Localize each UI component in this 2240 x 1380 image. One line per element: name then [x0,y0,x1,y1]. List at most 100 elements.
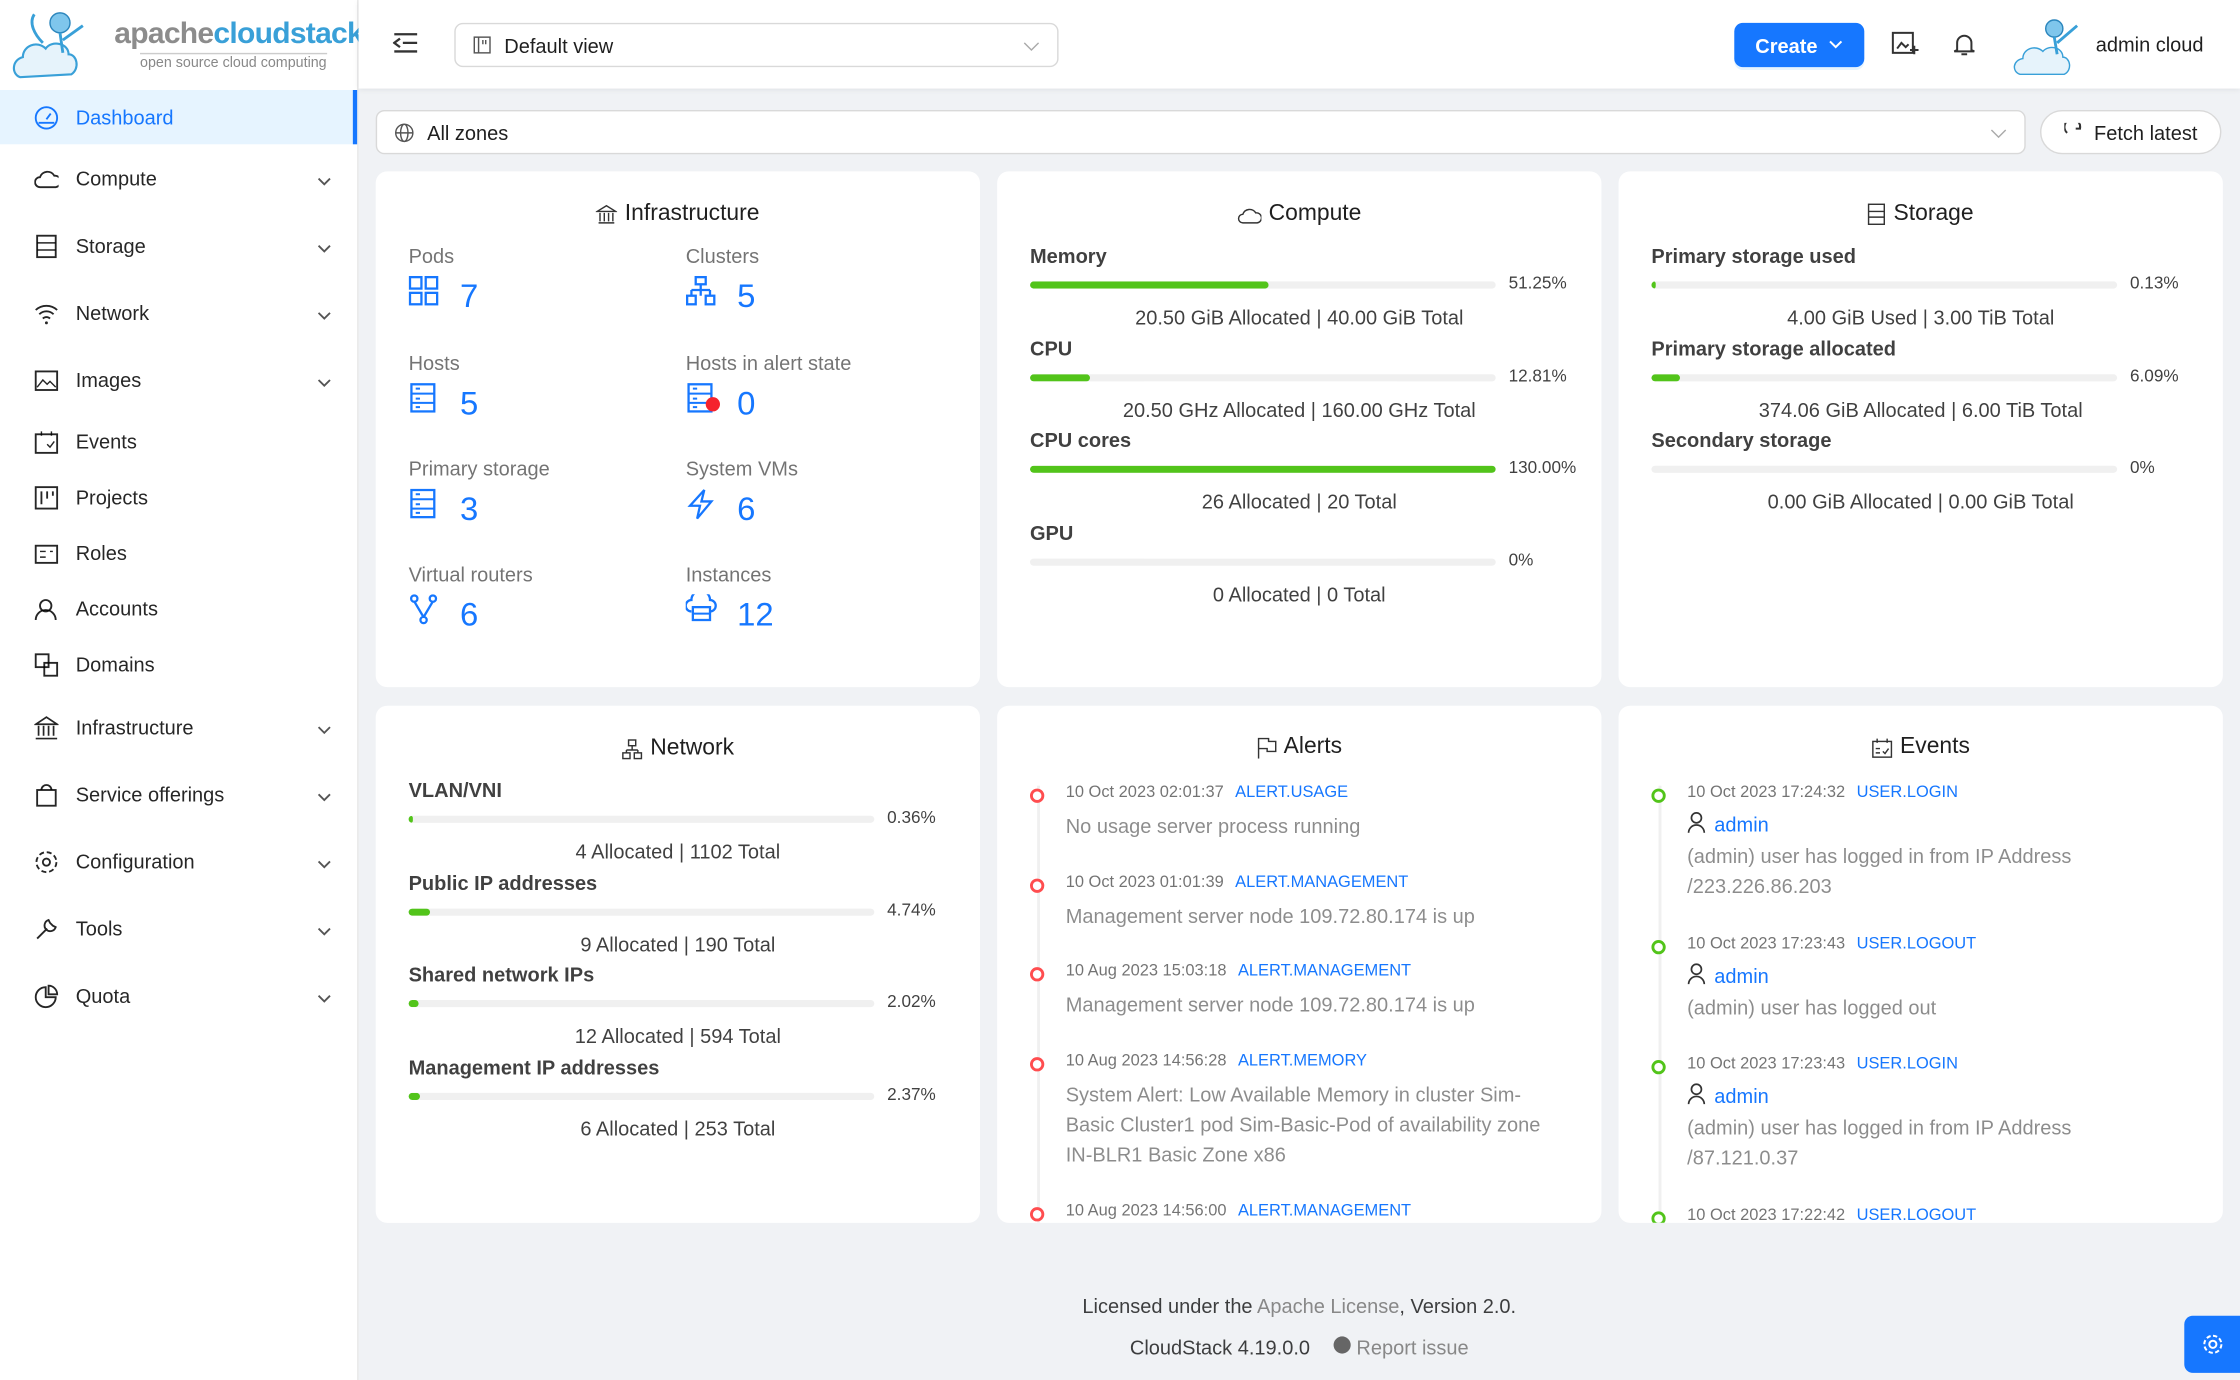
event-user[interactable]: admin [1687,1083,1769,1109]
sidebar-item-label: Network [75,301,150,325]
sidebar-item-roles[interactable]: Roles [0,526,357,580]
infra-stat-instances[interactable]: 12 [684,589,774,634]
item-time: 10 Oct 2023 02:01:37 [1065,784,1224,802]
infra-stat-clusters[interactable]: 5 [685,275,756,316]
item-type-link[interactable]: USER.LOGIN [1856,784,1958,802]
zone-select[interactable]: All zones [375,109,2026,155]
progress-bar [408,908,875,916]
fetch-latest-button[interactable]: Fetch latest [2039,109,2222,155]
dashboard-view-select[interactable]: Default view [454,22,1059,68]
user-icon [1687,963,1706,989]
project-icon [34,485,59,509]
team-icon [34,596,58,620]
event-user-name: admin [1714,812,1769,836]
fetch-latest-label: Fetch latest [2094,120,2198,144]
infra-value: 5 [737,276,756,314]
settings-drawer-button[interactable] [2184,1315,2240,1373]
user-icon [1687,811,1706,837]
sidebar-item-label: Configuration [75,849,195,873]
metric-summary: 6 Allocated | 253 Total [580,1117,776,1141]
infra-value: 0 [737,383,756,421]
avatar[interactable] [2011,11,2088,84]
event-user[interactable]: admin [1687,811,1769,837]
wifi-icon [34,301,58,325]
events-timeline-item: 10 Oct 2023 17:23:43 USER.LOGIN admin (admi… [1650,1056,2209,1223]
sidebar-item-storage[interactable]: Storage [0,219,357,273]
infra-label: Instances [685,562,772,586]
item-type-link[interactable]: USER.LOGOUT [1856,935,1977,953]
apache-license-link[interactable]: Apache License [1257,1294,1400,1318]
infra-stat-system-vms[interactable]: 6 [686,489,756,529]
infra-stat-hosts-in-alert-state[interactable]: 0 [686,383,756,423]
globe-icon [394,122,414,142]
infra-stat-pods[interactable]: 7 [408,275,478,316]
user-name[interactable]: admin cloud [2095,32,2204,56]
layout-icon [473,36,492,55]
setting-icon [34,849,58,873]
infra-stat-virtual-routers[interactable]: 6 [409,594,478,634]
item-type-link[interactable]: USER.LOGIN [1856,1055,1958,1073]
status-dot-icon [1029,788,1045,803]
sidebar-item-configuration[interactable]: Configuration [0,834,357,888]
sidebar-item-domains[interactable]: Domains [0,637,357,691]
infra-stat-hosts[interactable]: 5 [409,383,479,423]
sidebar-item-projects[interactable]: Projects [0,470,357,524]
host-alert-icon [686,383,720,423]
metric-label: Primary storage allocated [1651,336,1896,360]
chevron-down-icon [1023,34,1040,57]
sidebar-item-network[interactable]: Network [0,286,357,340]
title-text: Infrastructure [624,201,760,226]
sidebar-item-service-offerings[interactable]: Service offerings [0,767,357,821]
event-user[interactable]: admin [1687,963,1769,989]
item-type-link[interactable]: ALERT.MANAGEMENT [1237,1202,1412,1220]
cloud-icon [1237,208,1262,223]
sidebar-item-events[interactable]: Events [0,414,357,468]
sidebar-item-tools[interactable]: Tools [0,901,357,955]
item-description: (admin) user has logged out [1687,995,1937,1019]
sidebar-item-accounts[interactable]: Accounts [0,581,357,635]
progress-percent: 0.36% [887,807,936,828]
license-prefix: Licensed under the [1082,1294,1258,1318]
bell-icon[interactable] [1953,31,1976,61]
item-type-link[interactable]: ALERT.USAGE [1235,784,1349,802]
infra-label: Clusters [685,244,760,268]
shopping-icon [34,782,58,806]
sidebar-item-images[interactable]: Images [0,353,357,407]
status-dot-icon [1029,1057,1045,1072]
logo[interactable]: apachecloudstack open source cloud compu… [11,6,364,86]
infra-value: 6 [737,489,756,527]
infra-value: 5 [459,383,479,421]
status-dot-icon [1651,939,1666,955]
title-text: Storage [1893,201,1974,226]
thunderbolt-icon [686,489,720,529]
chevron-down-icon [317,851,331,874]
metric-label: Secondary storage [1651,429,1832,452]
create-button[interactable]: Create [1734,22,1865,68]
infra-label: Virtual routers [408,562,533,586]
sidebar-item-quota[interactable]: Quota [0,969,357,1023]
item-type-link[interactable]: ALERT.MEMORY [1237,1052,1367,1070]
item-type-link[interactable]: ALERT.MANAGEMENT [1237,962,1412,980]
title-text: Events [1900,734,1970,759]
sidebar-item-label: Images [75,368,142,392]
item-type-link[interactable]: ALERT.MANAGEMENT [1235,874,1409,892]
metric-label: Primary storage used [1651,244,1856,268]
infra-stat-primary-storage[interactable]: 3 [409,488,478,529]
brand-name-part2: cloudstack [213,17,363,50]
chevron-down-icon [317,717,331,740]
sidebar-item-infrastructure[interactable]: Infrastructure [0,700,357,754]
sidebar-item-dashboard[interactable]: Dashboard [0,89,358,145]
title-text: Network [650,735,735,760]
sidebar-item-label: Events [75,429,137,453]
progress-percent: 51.25% [1508,272,1567,293]
item-type-link[interactable]: USER.LOGOUT [1856,1207,1977,1223]
item-description: Management server node 109.72.80.174 is … [1065,992,1475,1016]
menu-fold-icon[interactable] [392,31,419,58]
sidebar-item-compute[interactable]: Compute [0,151,357,205]
report-issue-link[interactable]: Report issue [1356,1335,1469,1359]
project-switch-icon[interactable] [1891,31,1919,61]
metric-summary: 4 Allocated | 1102 Total [575,839,781,863]
item-description: System Alert: Low Available Memory in cl… [1065,1082,1541,1166]
github-icon [1332,1336,1351,1354]
